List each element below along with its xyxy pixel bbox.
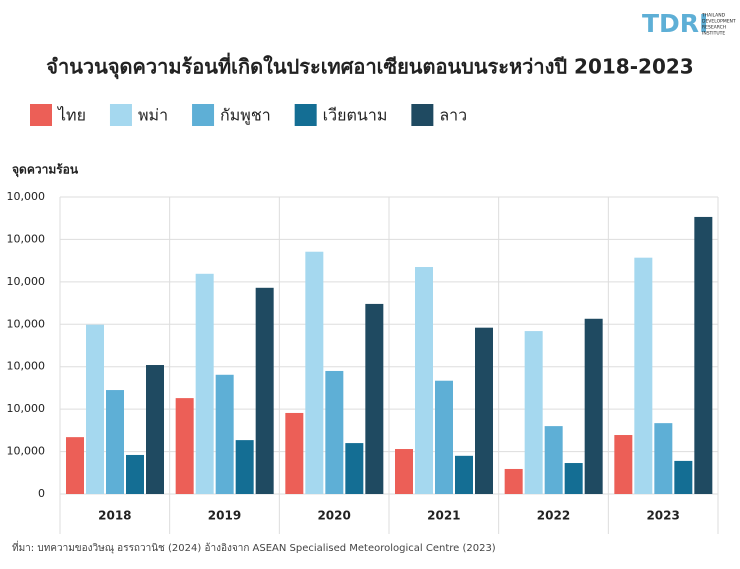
- legend-swatch: [30, 104, 52, 126]
- legend-swatch: [109, 104, 132, 126]
- x-tick-label: 2022: [537, 509, 570, 523]
- x-tick-label: 2021: [427, 509, 460, 523]
- legend-swatch: [192, 104, 215, 126]
- y-tick-label: 10,000: [7, 317, 46, 330]
- legend-label: พม่า: [138, 106, 168, 125]
- x-tick-label: 2019: [208, 509, 241, 523]
- bar: [365, 303, 384, 494]
- bar: [175, 398, 194, 494]
- logo-line: INSTITUTE: [702, 31, 725, 37]
- bar: [235, 440, 254, 494]
- y-tick-label: 10,000: [7, 402, 46, 415]
- bar: [146, 365, 164, 494]
- bar: [395, 449, 413, 494]
- legend-swatch: [411, 104, 434, 126]
- x-tick-label: 2023: [646, 509, 679, 523]
- y-tick-label: 10,000: [7, 232, 46, 245]
- bar: [86, 324, 104, 494]
- bar: [195, 273, 214, 494]
- legend-label: ไทย: [56, 106, 86, 125]
- logo: TDRI: [642, 9, 708, 38]
- logo-line: THAILAND: [701, 13, 726, 19]
- x-tick-label: 2020: [317, 509, 350, 523]
- chart-title: จำนวนจุดความร้อนที่เกิดในประเทศอาเซียนตอ…: [46, 52, 693, 80]
- legend-label: เวียตนาม: [323, 106, 388, 125]
- y-tick-label: 10,000: [7, 445, 46, 458]
- y-axis-title: จุดความร้อน: [12, 163, 79, 178]
- logo-line: DEVELOPMENT: [702, 19, 736, 25]
- bar: [584, 318, 603, 494]
- bar: [654, 423, 673, 494]
- bar: [504, 468, 523, 494]
- bar: [524, 331, 543, 494]
- logo-line: RESEARCH: [702, 25, 726, 31]
- bar: [126, 454, 144, 494]
- bar: [475, 327, 493, 494]
- bar: [305, 251, 324, 494]
- y-tick-label: 10,000: [7, 275, 46, 288]
- bar: [106, 390, 124, 494]
- bar: [415, 267, 433, 494]
- y-tick-label: 10,000: [7, 360, 46, 373]
- bar: [674, 460, 693, 494]
- bar: [215, 374, 234, 494]
- bar: [255, 287, 274, 494]
- bar: [285, 412, 304, 494]
- bar: [325, 370, 344, 494]
- bar: [435, 380, 453, 494]
- bar: [345, 443, 364, 494]
- bar: [66, 437, 84, 494]
- legend-swatch: [294, 104, 317, 126]
- x-tick-label: 2018: [98, 509, 131, 523]
- bar: [694, 216, 713, 495]
- y-tick-label: 10,000: [7, 190, 46, 203]
- bar: [544, 426, 563, 494]
- legend-label: ลาว: [439, 106, 467, 125]
- source-note: ที่มา: บทความของวิษณุ อรรถวานิช (2024) อ…: [12, 540, 496, 554]
- bar: [564, 463, 583, 494]
- logo-subtitle: THAILAND DEVELOPMENT RESEARCH INSTITUTE: [701, 13, 736, 37]
- bar: [455, 455, 473, 494]
- bar: [634, 257, 653, 494]
- legend-label: กัมพูชา: [220, 106, 271, 126]
- y-tick-label: 0: [38, 487, 45, 500]
- bar: [614, 435, 633, 494]
